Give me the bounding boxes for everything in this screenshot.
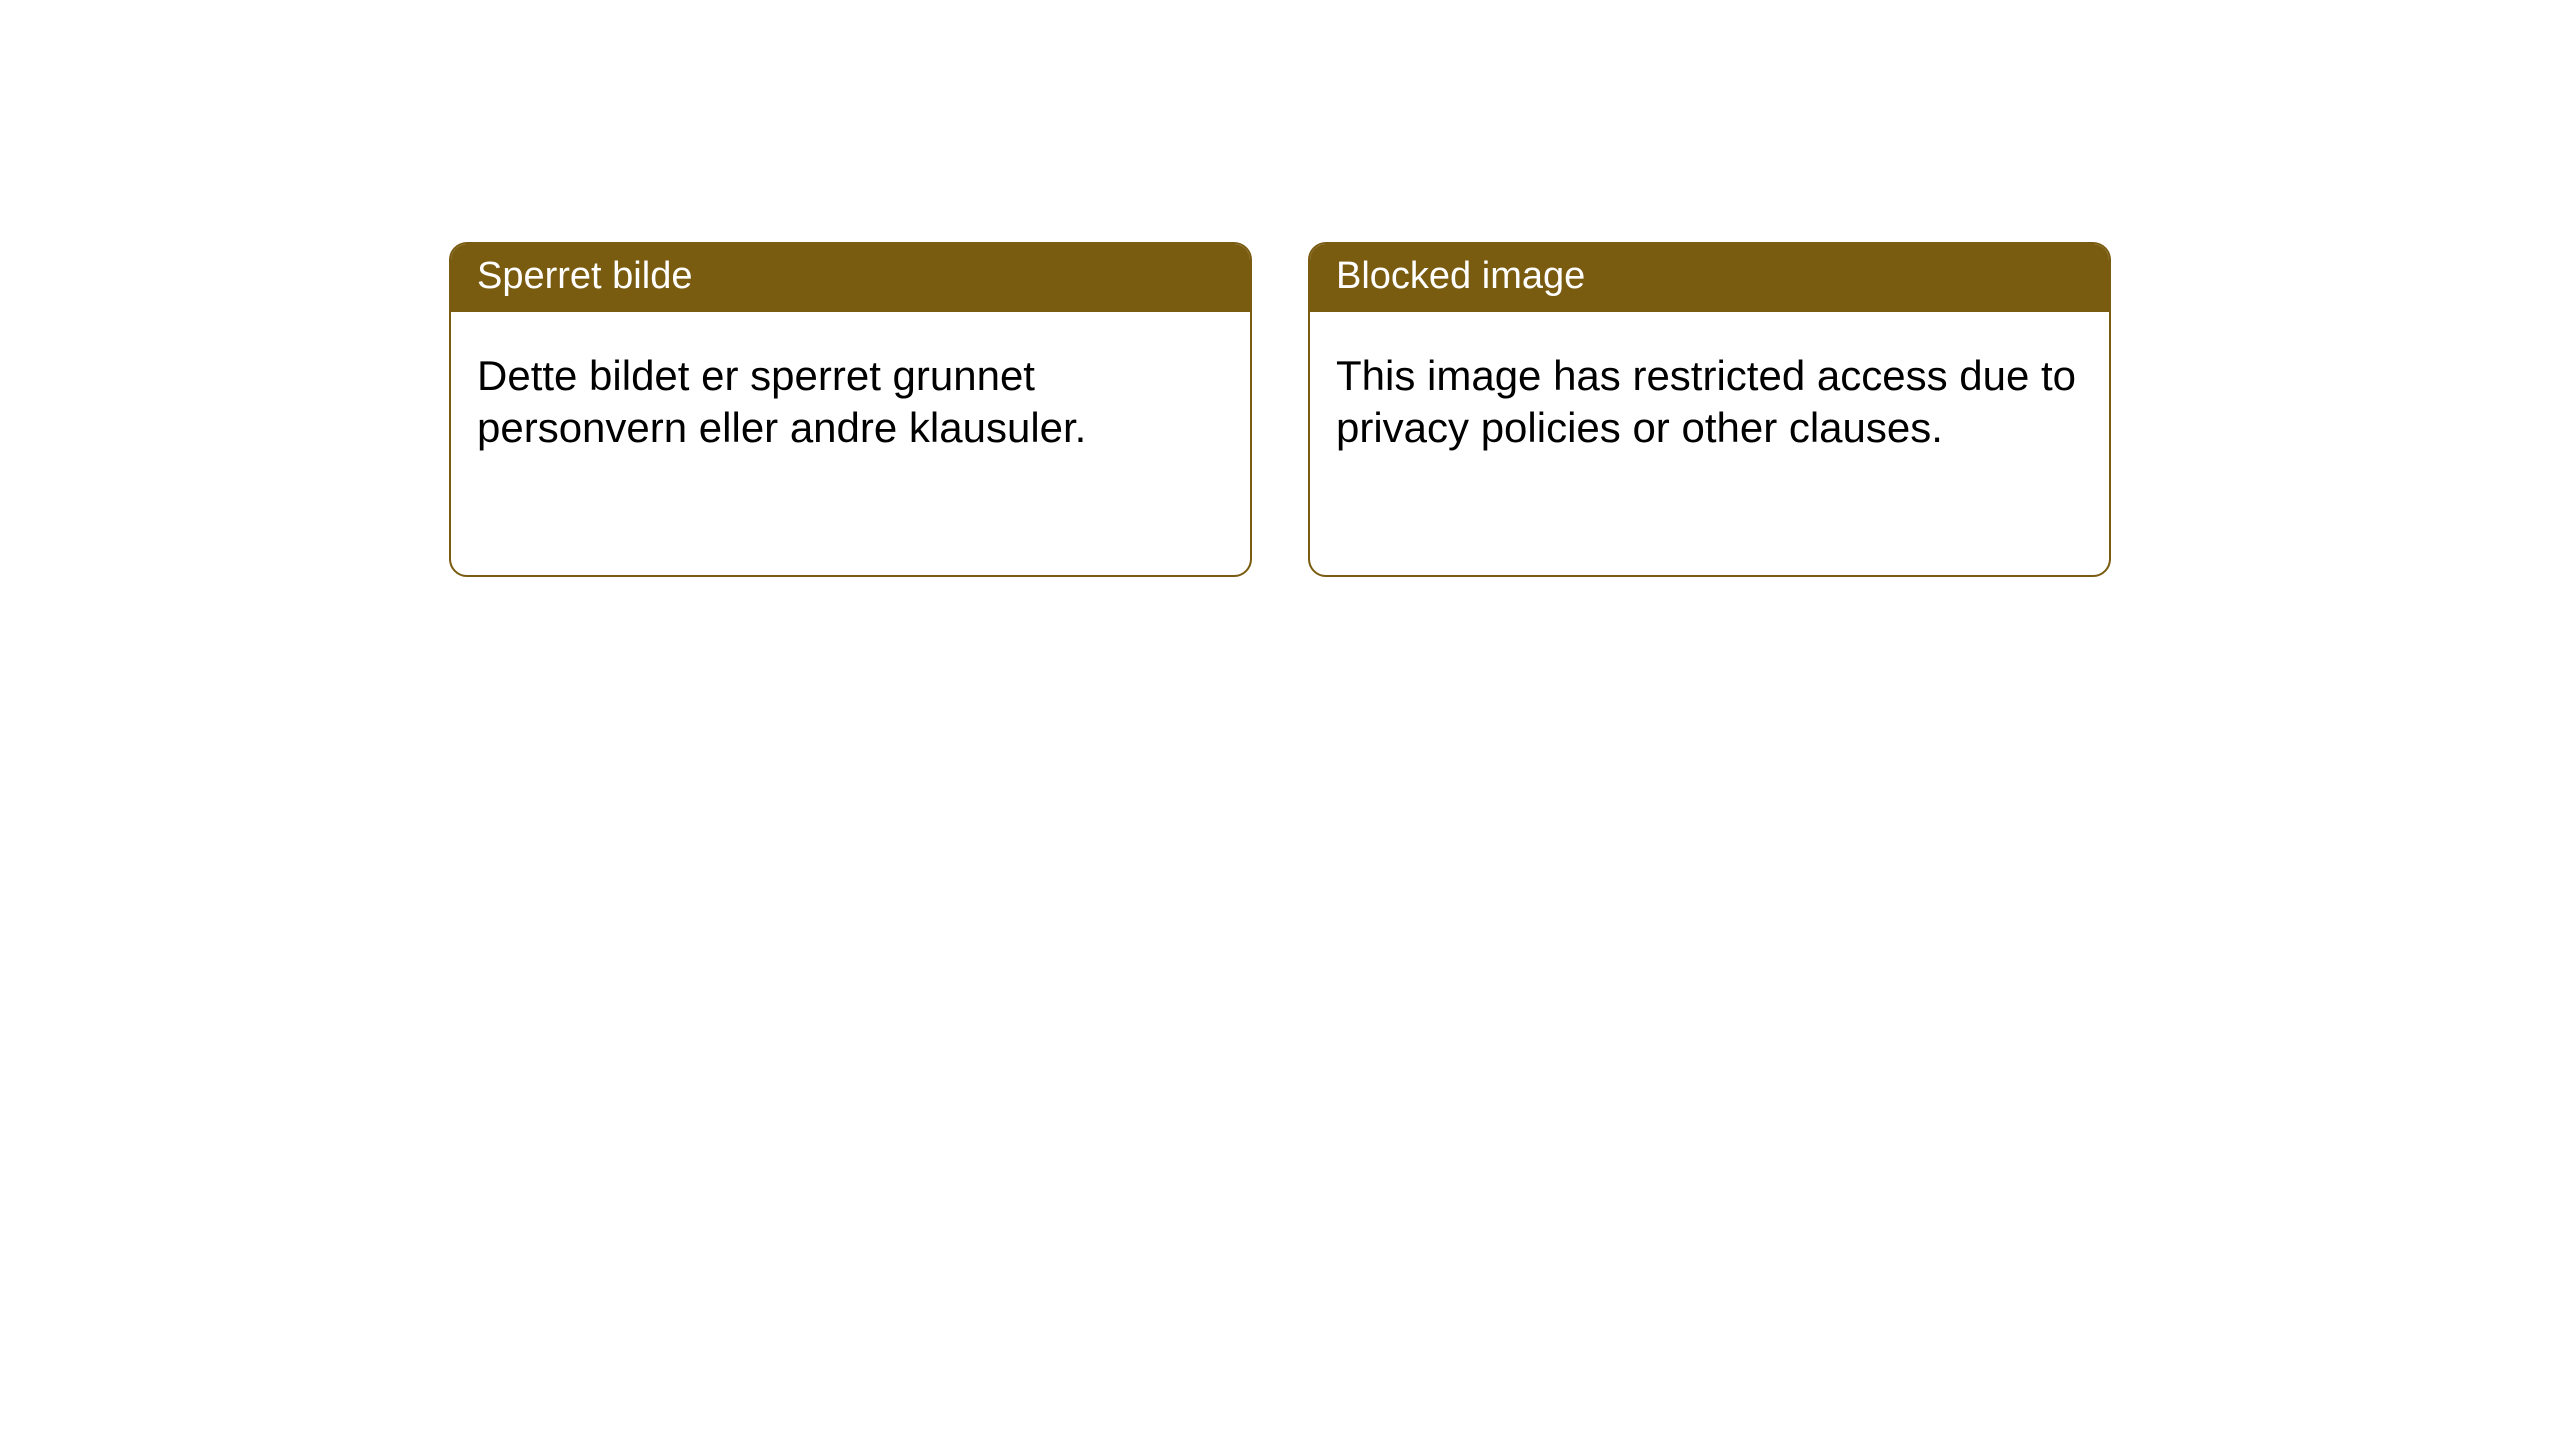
notice-cards-container: Sperret bilde Dette bildet er sperret gr… bbox=[449, 242, 2560, 577]
notice-card-body: Dette bildet er sperret grunnet personve… bbox=[451, 312, 1250, 481]
notice-card-english: Blocked image This image has restricted … bbox=[1308, 242, 2111, 577]
notice-card-title: Sperret bilde bbox=[451, 244, 1250, 312]
notice-card-norwegian: Sperret bilde Dette bildet er sperret gr… bbox=[449, 242, 1252, 577]
notice-card-title: Blocked image bbox=[1310, 244, 2109, 312]
notice-card-body: This image has restricted access due to … bbox=[1310, 312, 2109, 481]
